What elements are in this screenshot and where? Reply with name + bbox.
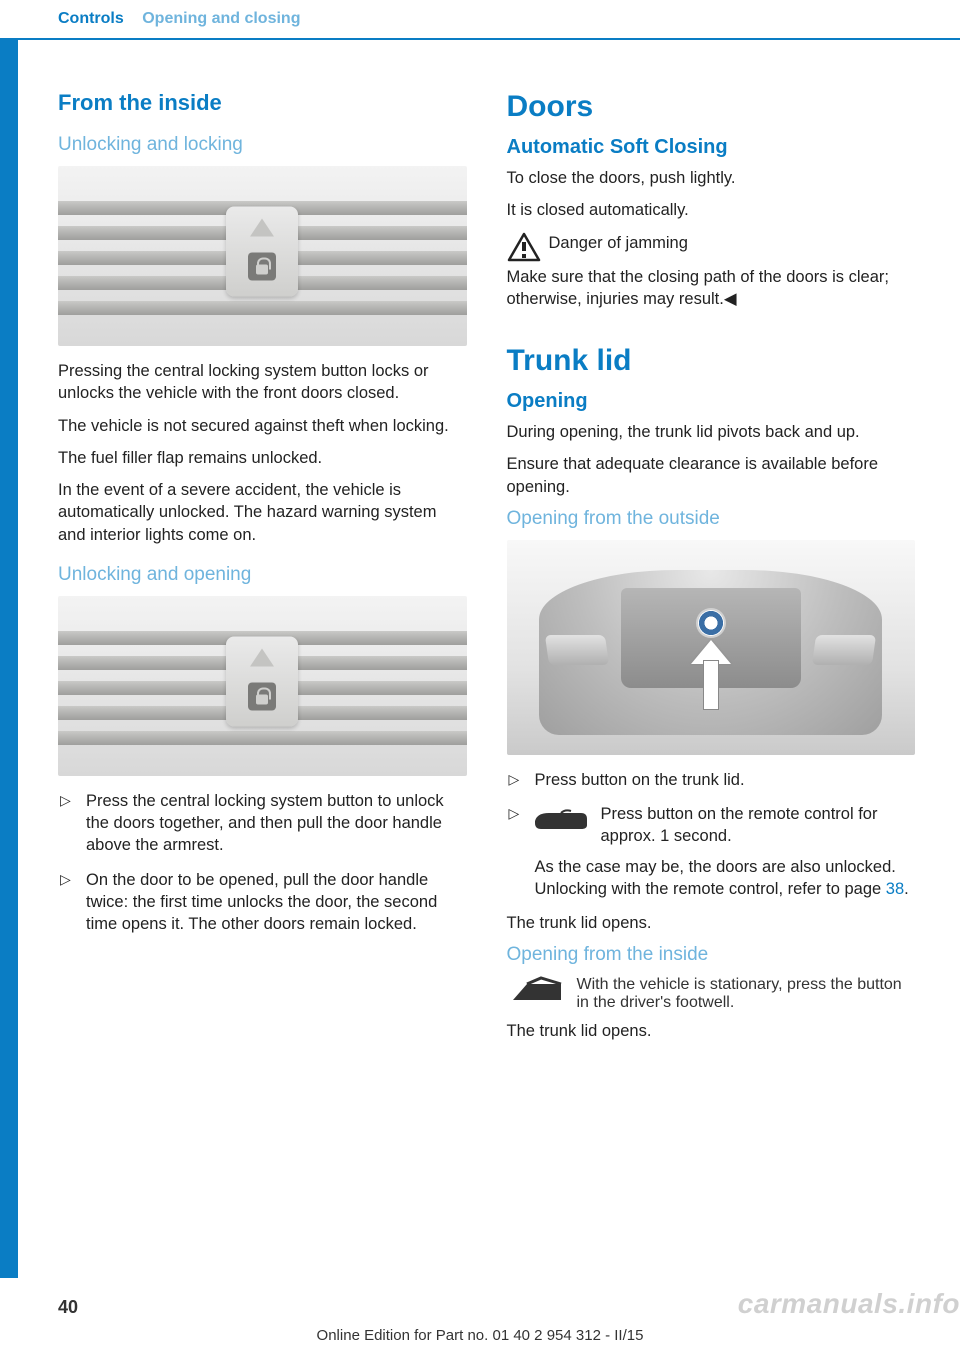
list-item-text: Press button on the remote con­trol for … bbox=[601, 803, 916, 848]
paragraph: The fuel filler flap remains unlocked. bbox=[58, 447, 467, 469]
right-column: Doors Automatic Soft Closing To close th… bbox=[507, 90, 916, 1053]
paragraph: It is closed automatically. bbox=[507, 199, 916, 221]
paragraph: The vehicle is not secured against theft… bbox=[58, 415, 467, 437]
figure-lock-button-2 bbox=[58, 596, 467, 776]
warning-icon bbox=[507, 232, 541, 262]
heading-doors: Doors bbox=[507, 90, 916, 124]
figure-lock-button-1 bbox=[58, 166, 467, 346]
content-area: From the inside Unlocking and locking Pr… bbox=[58, 90, 915, 1053]
side-tab bbox=[0, 40, 18, 1278]
heading-from-inside: From the inside bbox=[58, 90, 467, 116]
list-item: Press button on the remote con­trol for … bbox=[507, 803, 916, 900]
subheading-soft-closing: Automatic Soft Closing bbox=[507, 136, 916, 159]
remote-inside-block: With the vehicle is stationary, press th… bbox=[507, 976, 916, 1012]
page-reference[interactable]: 38 bbox=[886, 880, 904, 898]
remote-key-icon bbox=[531, 803, 591, 833]
paragraph: Pressing the central locking system butt… bbox=[58, 360, 467, 405]
watermark: carmanuals.info bbox=[738, 1288, 960, 1320]
warning-title: Danger of jamming bbox=[549, 232, 916, 254]
breadcrumb-sub: Opening and closing bbox=[142, 10, 300, 27]
instruction-list: Press button on the trunk lid. Press but… bbox=[507, 769, 916, 900]
breadcrumb-main: Controls bbox=[58, 10, 124, 27]
paragraph: Ensure that adequate clearance is availa… bbox=[507, 453, 916, 498]
list-item: Press button on the trunk lid. bbox=[507, 769, 916, 791]
paragraph: In the event of a severe accident, the v… bbox=[58, 479, 467, 546]
paragraph: The trunk lid opens. bbox=[507, 1020, 916, 1042]
paragraph: The trunk lid opens. bbox=[507, 912, 916, 934]
warning-body: Make sure that the closing path of the d… bbox=[507, 266, 916, 311]
list-item: Press the central locking system button … bbox=[58, 790, 467, 857]
list-item-note: As the case may be, the doors are also u… bbox=[535, 856, 916, 901]
left-column: From the inside Unlocking and locking Pr… bbox=[58, 90, 467, 1053]
warning-block: Danger of jamming bbox=[507, 232, 916, 262]
page-number: 40 bbox=[58, 1297, 78, 1318]
subheading-opening-outside: Opening from the outside bbox=[507, 508, 916, 530]
instruction-list: Press the central locking system button … bbox=[58, 790, 467, 936]
subheading-unlock-lock: Unlocking and locking bbox=[58, 134, 467, 156]
breadcrumb: Controls Opening and closing bbox=[58, 10, 300, 28]
subheading-opening-inside: Opening from the inside bbox=[507, 944, 916, 966]
footer-text: Online Edition for Part no. 01 40 2 954 … bbox=[0, 1327, 960, 1344]
list-item: On the door to be opened, pull the door … bbox=[58, 869, 467, 936]
subheading-opening: Opening bbox=[507, 390, 916, 413]
figure-trunk bbox=[507, 540, 916, 755]
heading-trunk-lid: Trunk lid bbox=[507, 344, 916, 378]
paragraph: With the vehicle is stationary, press th… bbox=[577, 976, 916, 1012]
paragraph: To close the doors, push lightly. bbox=[507, 167, 916, 189]
header-bar: Controls Opening and closing bbox=[0, 0, 960, 40]
subheading-unlock-open: Unlocking and opening bbox=[58, 564, 467, 586]
paragraph: During opening, the trunk lid pivots bac… bbox=[507, 421, 916, 443]
trunk-open-icon bbox=[507, 976, 567, 1006]
